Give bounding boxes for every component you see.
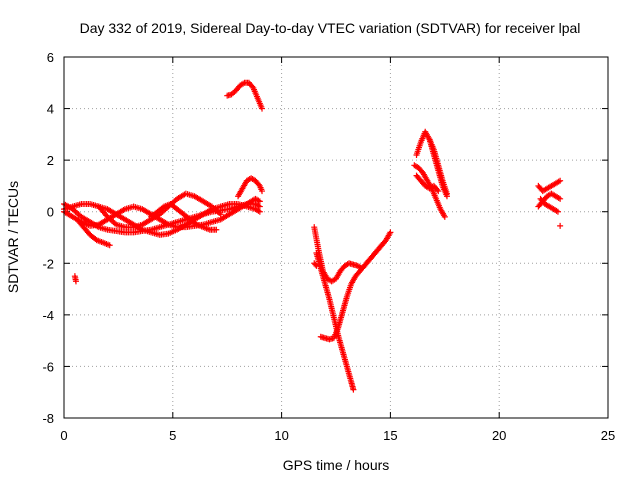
series-track-12 <box>311 224 387 285</box>
series-track-19 <box>537 195 561 215</box>
series-track-21 <box>557 222 564 229</box>
series-track-9 <box>235 175 266 200</box>
data-point <box>387 229 394 236</box>
series-track-10 <box>313 249 357 393</box>
y-tick-label: -8 <box>42 411 54 426</box>
series-track-4 <box>74 216 113 249</box>
grid <box>64 57 608 418</box>
data-points <box>61 79 564 393</box>
data-point <box>106 242 113 249</box>
data-point <box>443 190 450 197</box>
y-tick-label: 0 <box>47 205 54 220</box>
y-axis-label: SDTVAR / TECUs <box>5 181 21 293</box>
data-point <box>554 208 561 215</box>
x-tick-label: 15 <box>383 428 397 443</box>
series-track-6 <box>148 200 220 233</box>
x-tick-label: 5 <box>169 428 176 443</box>
data-point <box>217 211 224 218</box>
data-point <box>72 278 79 285</box>
x-tick-label: 10 <box>274 428 288 443</box>
data-point <box>256 208 263 215</box>
series-track-2 <box>61 200 263 238</box>
data-point <box>259 188 266 195</box>
series-track-17 <box>426 136 450 197</box>
data-point <box>255 181 262 188</box>
data-point <box>557 177 564 184</box>
series-track-8 <box>224 79 266 112</box>
x-tick-label: 20 <box>492 428 506 443</box>
y-tick-label: 2 <box>47 153 54 168</box>
y-tick-label: 6 <box>47 50 54 65</box>
data-point <box>380 239 387 246</box>
data-point <box>259 105 266 112</box>
plot-frame <box>63 56 609 419</box>
series-track-7 <box>71 273 79 285</box>
data-point <box>312 261 319 268</box>
data-point <box>557 222 564 229</box>
y-tick-label: -4 <box>42 308 54 323</box>
series-track-16 <box>413 172 442 195</box>
data-point <box>379 240 386 247</box>
y-tick-label: -2 <box>42 256 54 271</box>
data-point <box>434 186 441 193</box>
data-point <box>256 198 263 205</box>
data-point <box>256 203 263 210</box>
series-track-20 <box>535 190 564 210</box>
data-point <box>213 226 220 233</box>
x-axis-label: GPS time / hours <box>283 457 390 473</box>
y-tick-label: 4 <box>47 102 54 117</box>
x-tick-label: 25 <box>601 428 615 443</box>
data-point <box>313 262 320 269</box>
data-point <box>435 188 442 195</box>
x-tick-label: 0 <box>60 428 67 443</box>
data-point <box>441 213 448 220</box>
data-point <box>249 83 256 90</box>
chart-title: Day 332 of 2019, Sidereal Day-to-day VTE… <box>80 20 581 36</box>
data-point <box>557 195 564 202</box>
data-point <box>350 386 357 393</box>
series-track-18 <box>535 177 564 195</box>
series-track-13 <box>311 260 320 269</box>
y-tick-label: -6 <box>42 359 54 374</box>
